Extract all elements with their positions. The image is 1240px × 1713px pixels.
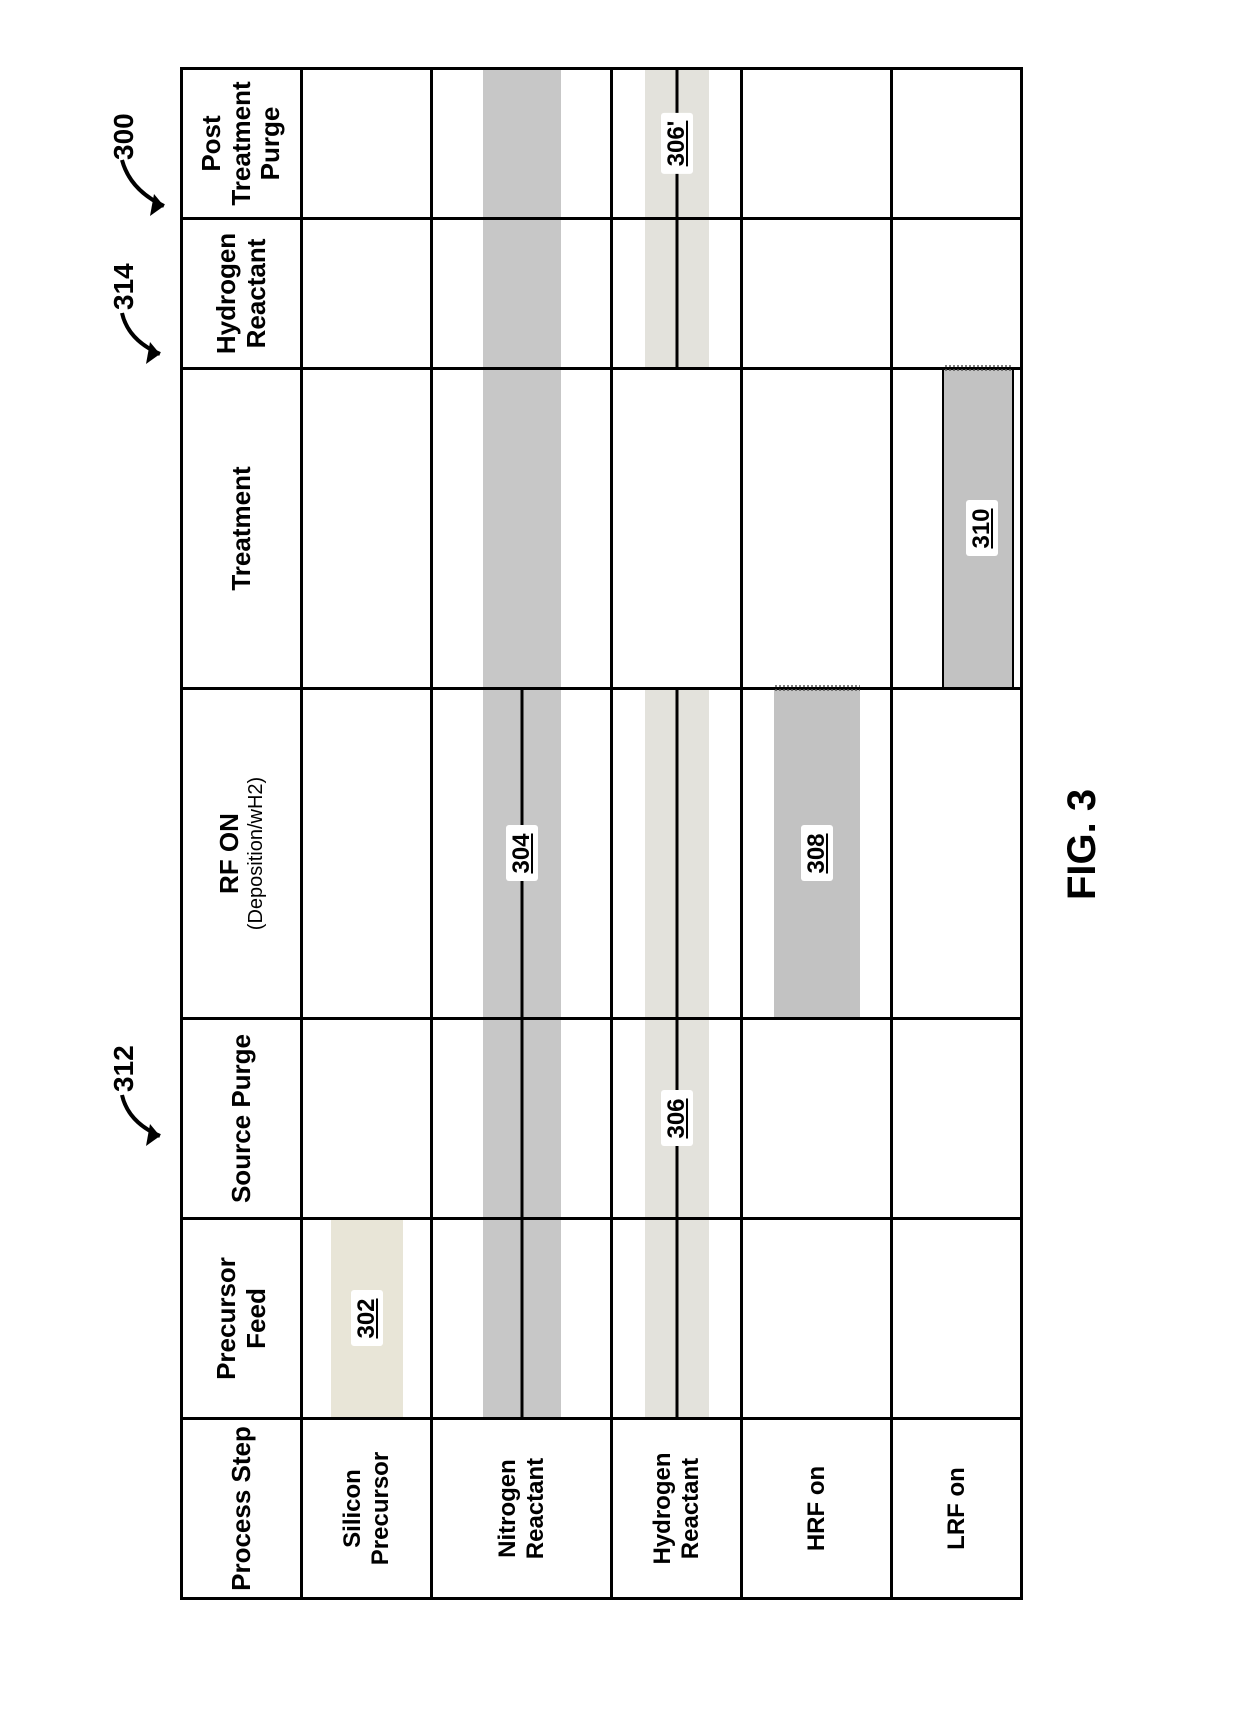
ref-label: 302: [351, 1290, 383, 1346]
cell: [742, 369, 892, 689]
cell: [892, 1019, 1022, 1219]
signal-midline: [675, 220, 678, 367]
cell: 308: [742, 689, 892, 1019]
figure-caption: FIG. 3: [1060, 789, 1105, 900]
signal-midline: [675, 690, 678, 1017]
col-header: RF ON (Deposition/wH2): [182, 689, 302, 1019]
col-label: Process Step: [223, 1420, 261, 1597]
ref-label: 306: [661, 1090, 693, 1146]
col-header: Treatment: [182, 369, 302, 689]
signal-midline: [675, 1220, 678, 1417]
arrow-icon: [114, 1080, 178, 1150]
header-row: Process Step Precursor Feed Source Purge…: [182, 69, 302, 1599]
row-label-cell: Nitrogen Reactant: [432, 1419, 612, 1599]
cell: 306': [612, 69, 742, 219]
col-label: Post Treatment Purge: [193, 70, 291, 217]
cell: [612, 369, 742, 689]
cell: [892, 689, 1022, 1019]
cell-si-precursor-feed: 302: [302, 1219, 432, 1419]
cell: [892, 219, 1022, 369]
table-row: LRF on 310: [892, 69, 1022, 1599]
page: 300 312 314: [0, 0, 1240, 1713]
cell: [892, 69, 1022, 219]
col-header: Source Purge: [182, 1019, 302, 1219]
cell: [612, 689, 742, 1019]
cell: [302, 689, 432, 1019]
col-label: RF ON (Deposition/wH2): [211, 690, 272, 1017]
col-header: Precursor Feed: [182, 1219, 302, 1419]
signal-midline: [520, 1020, 523, 1217]
timing-table: Process Step Precursor Feed Source Purge…: [180, 67, 1023, 1600]
col-label-sub: (Deposition/wH2): [245, 696, 268, 1011]
col-header: Process Step: [182, 1419, 302, 1599]
cell: [612, 1219, 742, 1419]
signal-midline: [520, 1220, 523, 1417]
table-row: Hydrogen Reactant 306: [612, 69, 742, 1599]
cell: [612, 219, 742, 369]
row-label-cell: Hydrogen Reactant: [612, 1419, 742, 1599]
cell: [302, 1019, 432, 1219]
col-header: Hydrogen Reactant: [182, 219, 302, 369]
cell: [742, 219, 892, 369]
col-header: Post Treatment Purge: [182, 69, 302, 219]
row-label-cell: HRF on: [742, 1419, 892, 1599]
cell: [892, 1219, 1022, 1419]
cell: [302, 369, 432, 689]
col-label: Treatment: [223, 370, 261, 687]
ref-label: 306': [661, 113, 693, 175]
cell: 310: [892, 369, 1022, 689]
cell: [302, 219, 432, 369]
cell: [742, 1219, 892, 1419]
col-label: Source Purge: [223, 1020, 261, 1217]
row-label-cell: LRF on: [892, 1419, 1022, 1599]
cell: [432, 1219, 612, 1419]
row-label: Nitrogen Reactant: [488, 1420, 556, 1597]
signal-band: [483, 220, 561, 367]
row-label: Hydrogen Reactant: [643, 1420, 711, 1597]
col-label: Hydrogen Reactant: [208, 220, 276, 367]
signal-band: [483, 70, 561, 217]
cell: [432, 1019, 612, 1219]
row-label: HRF on: [797, 1458, 837, 1559]
cell: [432, 219, 612, 369]
cell: [432, 69, 612, 219]
col-label-main: RF ON: [214, 813, 244, 894]
table-row: HRF on 308: [742, 69, 892, 1599]
arrow-icon: [114, 140, 184, 220]
table-row: Nitrogen Reactant 304: [432, 69, 612, 1599]
cell: [302, 69, 432, 219]
row-label: LRF on: [937, 1459, 977, 1558]
col-label: Precursor Feed: [208, 1220, 276, 1417]
row-label: Silicon Precursor: [333, 1420, 401, 1597]
cell: [742, 1019, 892, 1219]
table-row: Silicon Precursor 302: [302, 69, 432, 1599]
signal-band: [483, 370, 561, 687]
cell: 304: [432, 689, 612, 1019]
ref-label: 308: [801, 825, 833, 881]
ref-label: 310: [966, 500, 998, 556]
cell: 306: [612, 1019, 742, 1219]
ref-label: 304: [506, 825, 538, 881]
timing-diagram: 300 312 314: [180, 70, 1020, 1600]
cell: [742, 69, 892, 219]
arrow-icon: [114, 298, 178, 368]
row-label-cell: Silicon Precursor: [302, 1419, 432, 1599]
cell: [432, 369, 612, 689]
